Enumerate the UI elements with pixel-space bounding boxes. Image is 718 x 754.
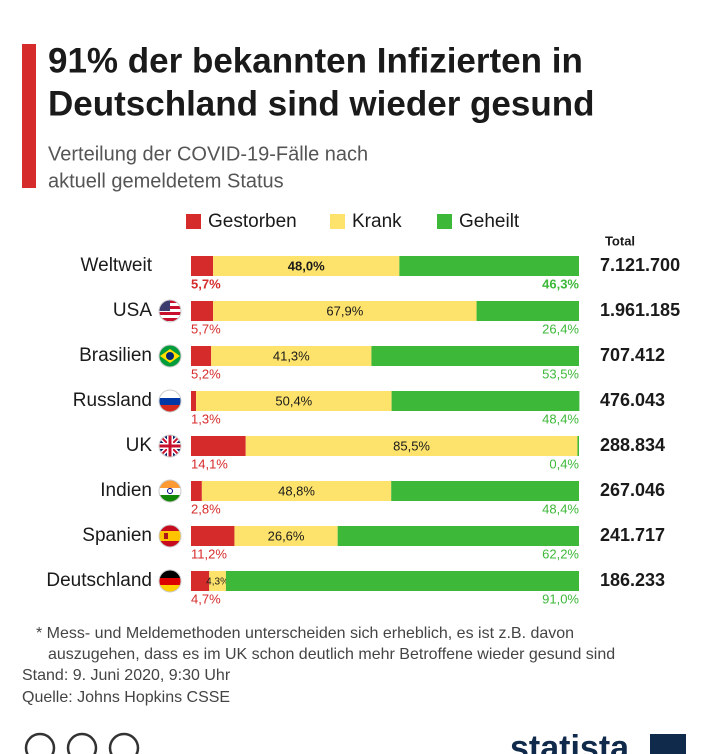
bar-segment	[201, 481, 392, 501]
brand-icon	[650, 734, 686, 754]
category-label: UK	[126, 435, 153, 456]
bar-segment	[209, 571, 226, 591]
value-label: 48,0%	[288, 258, 325, 273]
category-label: Spanien	[82, 525, 152, 546]
value-label: 48,8%	[278, 483, 315, 498]
bar-segment	[191, 571, 210, 591]
source: Quelle: Johns Hopkins CSSE	[22, 689, 230, 706]
bar-segment	[391, 391, 580, 411]
bar-segment	[191, 526, 235, 546]
bar-segment	[191, 256, 214, 276]
value-label: 91,0%	[542, 591, 579, 606]
value-label: 11,2%	[191, 546, 227, 561]
bar-segment	[577, 436, 579, 456]
flag-brazil	[159, 345, 181, 367]
total-value: 241.717	[600, 525, 665, 545]
value-label: 26,4%	[542, 321, 579, 336]
bar-segment	[476, 301, 579, 321]
value-label: 46,3%	[542, 276, 579, 291]
bar-segment	[211, 346, 372, 366]
total-value: 267.046	[600, 480, 665, 500]
value-label: 5,2%	[191, 366, 221, 381]
value-label: 62,2%	[542, 546, 579, 561]
bar-segment	[191, 346, 212, 366]
legend-swatch	[186, 214, 201, 229]
flag-uk	[159, 435, 181, 457]
bar-segment	[213, 256, 400, 276]
value-label: 41,3%	[273, 348, 310, 363]
license-icons	[24, 732, 140, 754]
value-label: 67,9%	[326, 303, 363, 318]
category-label: USA	[113, 300, 152, 321]
legend-label: Geheilt	[459, 211, 520, 232]
bar-segment	[196, 391, 392, 411]
bar-segment	[234, 526, 338, 546]
value-label: 5,7%	[191, 321, 221, 336]
value-label: 50,4%	[275, 393, 312, 408]
flag-russia	[159, 390, 181, 412]
accent-bar	[22, 44, 36, 188]
date-note: Stand: 9. Juni 2020, 9:30 Uhr	[22, 667, 231, 684]
footnote-line: * Mess- und Meldemethoden unterscheiden …	[36, 625, 574, 642]
value-label: 14,1%	[191, 456, 228, 471]
subtitle-line: aktuell gemeldetem Status	[48, 170, 284, 192]
legend-label: Krank	[352, 211, 402, 232]
category-label: Deutschland	[46, 570, 152, 591]
value-label: 2,8%	[191, 501, 221, 516]
subtitle-line: Verteilung der COVID-19-Fälle nach	[48, 143, 368, 165]
value-label: 26,6%	[268, 528, 305, 543]
value-label: 5,7%	[191, 276, 221, 291]
footnote-line: auszugehen, dass es im UK schon deutlich…	[48, 646, 615, 663]
bar-segment	[213, 301, 477, 321]
value-label: 48,4%	[542, 501, 579, 516]
title-line: 91% der bekannten Infizierten in	[48, 41, 583, 80]
category-label: Indien	[100, 480, 152, 501]
total-value: 476.043	[600, 390, 665, 410]
total-value: 288.834	[600, 435, 665, 455]
bar-segment	[191, 301, 214, 321]
bar-segment	[191, 481, 202, 501]
total-value: 7.121.700	[600, 255, 680, 275]
value-label: 0,4%	[549, 456, 579, 471]
flag-rings	[158, 299, 182, 593]
value-label: 4,7%	[191, 591, 221, 606]
legend-swatch	[437, 214, 452, 229]
flag-usa	[159, 300, 181, 322]
bar-segment	[191, 391, 197, 411]
category-label: Weltweit	[81, 255, 153, 276]
value-label: 48,4%	[542, 411, 579, 426]
flag-spain	[159, 525, 181, 547]
bar-segment	[245, 436, 578, 456]
legend-swatch	[330, 214, 345, 229]
total-value: 1.961.185	[600, 300, 680, 320]
bar-segment	[371, 346, 579, 366]
flag-india	[159, 480, 181, 502]
bar-segment	[225, 571, 580, 591]
title-line: Deutschland sind wieder gesund	[48, 84, 594, 123]
value-label: 4,3%	[206, 577, 229, 588]
flags	[158, 299, 182, 593]
flag-germany	[159, 570, 181, 592]
bar-segment	[191, 436, 246, 456]
value-label: 53,5%	[542, 366, 579, 381]
bar-segment	[391, 481, 579, 501]
brand-logo: statista	[510, 729, 630, 754]
bar-segment	[399, 256, 579, 276]
value-label: 1,3%	[191, 411, 221, 426]
value-label: 85,5%	[393, 438, 430, 453]
bar-segment	[337, 526, 579, 546]
total-value: 186.233	[600, 570, 665, 590]
total-header: Total	[605, 233, 635, 248]
legend-label: Gestorben	[208, 211, 297, 232]
category-label: Russland	[73, 390, 152, 411]
category-label: Brasilien	[79, 345, 152, 366]
total-value: 707.412	[600, 345, 665, 365]
